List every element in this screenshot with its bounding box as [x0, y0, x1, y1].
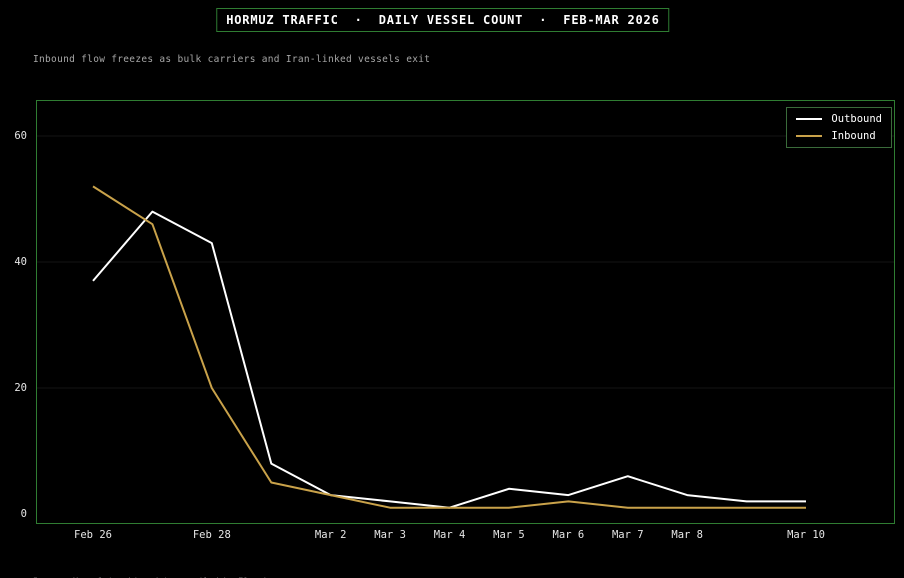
source-note: Source: Vessel tracking data compiled by… [33, 576, 364, 578]
legend: Outbound Inbound [786, 107, 892, 148]
x-tick-label: Feb 28 [192, 529, 231, 541]
outbound-line [92, 210, 806, 509]
legend-item-inbound: Inbound [796, 130, 882, 142]
x-tick-label: Mar 5 [493, 529, 525, 541]
inbound-line [92, 185, 806, 509]
x-tick-label: Mar 10 [787, 529, 825, 541]
legend-swatch-inbound [796, 135, 823, 137]
x-tick-label: Mar 8 [671, 529, 703, 541]
x-tick-label: Mar 3 [374, 529, 406, 541]
footer-notes: Source: Vessel tracking data compiled by… [33, 556, 364, 578]
y-tick-label: 20 [14, 382, 27, 394]
plot-svg [37, 135, 894, 509]
x-tick-label: Mar 2 [314, 529, 347, 541]
legend-swatch-outbound [796, 118, 823, 120]
legend-item-outbound: Outbound [796, 113, 882, 125]
x-axis-tick-labels: Feb 26 Feb 28 Mar 2 Mar 3 Mar 4 Mar 5 Mar 6 Mar… [37, 529, 896, 543]
y-tick-label: 40 [14, 256, 27, 268]
chart-subtitle: Inbound flow freezes as bulk carriers an… [33, 54, 431, 65]
y-tick-label: 60 [14, 130, 27, 142]
x-tick-label: Feb 26 [74, 529, 112, 541]
y-tick-label: 0 [20, 508, 27, 520]
x-tick-label: Mar 4 [433, 529, 466, 541]
legend-label: Inbound [831, 130, 876, 142]
x-tick-label: Mar 7 [611, 529, 644, 541]
x-tick-label: Mar 6 [552, 529, 585, 541]
chart-title: HORMUZ TRAFFIC · DAILY VESSEL COUNT · FE… [216, 8, 670, 32]
legend-label: Outbound [831, 113, 882, 125]
y-axis-tick-labels: 0 20 40 60 [0, 101, 27, 525]
plot-area: Outbound Inbound [36, 100, 895, 524]
